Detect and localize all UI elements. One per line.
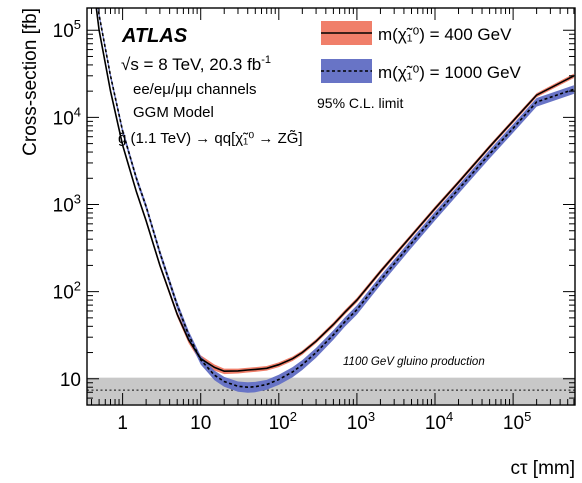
x-tick-label-base: 10 xyxy=(347,413,368,434)
legend-label-400: m(χ̃₁⁰) = 400 GeV xyxy=(378,25,512,44)
y-tick-label: 10 xyxy=(60,370,81,391)
plot-frame xyxy=(86,7,576,406)
x-axis-title: cτ [mm] xyxy=(511,458,576,479)
y-tick-label-base: 10 xyxy=(53,21,74,42)
y-tick-label-base: 10 xyxy=(53,196,74,217)
y-tick-label-base: 10 xyxy=(53,108,74,129)
atlas-label: ATLAS xyxy=(121,25,188,47)
series-0-line xyxy=(95,8,575,373)
legend: m(χ̃₁⁰) = 400 GeV m(χ̃₁⁰) = 1000 GeV xyxy=(321,21,522,83)
y-tick-label-exp: 4 xyxy=(74,104,81,119)
energy-label: √s = 8 TeV, 20.3 fb-1 xyxy=(121,54,271,74)
x-tick-label: 103 xyxy=(347,409,375,434)
y-tick-label: 102 xyxy=(53,279,81,304)
energy-superscript: -1 xyxy=(261,54,271,66)
y-tick-label-base: 10 xyxy=(53,283,74,304)
reference-band-label: 1100 GeV gluino production xyxy=(343,356,485,368)
decay-label: g̃ (1.1 TeV) → qq[χ̃₁⁰ → ZG̃] xyxy=(118,130,303,147)
y-tick-label: 105 xyxy=(53,17,81,42)
limit-label: 95% C.L. limit xyxy=(317,95,403,111)
x-tick-label-exp: 3 xyxy=(368,409,375,424)
y-tick-label-exp: 2 xyxy=(74,279,81,294)
y-tick-label: 104 xyxy=(53,104,81,129)
x-tick-label: 1 xyxy=(117,413,128,434)
x-tick-label-base: 10 xyxy=(269,413,290,434)
x-tick-label-base: 10 xyxy=(503,413,524,434)
x-tick-label-exp: 2 xyxy=(290,409,297,424)
energy-text: √s = 8 TeV, 20.3 fb xyxy=(121,55,261,74)
x-tick-label-exp: 5 xyxy=(524,409,531,424)
x-tick-label: 102 xyxy=(269,409,297,434)
y-tick-label: 103 xyxy=(53,192,81,217)
channels-label: ee/eμ/μμ channels xyxy=(133,81,257,98)
x-tick-label: 10 xyxy=(190,413,211,434)
x-tick-label-base: 10 xyxy=(425,413,446,434)
y-tick-label-exp: 3 xyxy=(74,192,81,207)
y-tick-label-exp: 5 xyxy=(74,17,81,32)
model-label: GGM Model xyxy=(133,104,214,121)
legend-label-1000: m(χ̃₁⁰) = 1000 GeV xyxy=(378,63,522,82)
x-tick-label: 104 xyxy=(425,409,453,434)
y-axis-title: Cross-section [fb] xyxy=(20,8,41,156)
x-tick-label-exp: 4 xyxy=(446,409,453,424)
x-tick-label: 105 xyxy=(503,409,531,434)
legend-entry-1000: m(χ̃₁⁰) = 1000 GeV xyxy=(321,59,522,83)
legend-entry-400: m(χ̃₁⁰) = 400 GeV xyxy=(321,21,512,45)
